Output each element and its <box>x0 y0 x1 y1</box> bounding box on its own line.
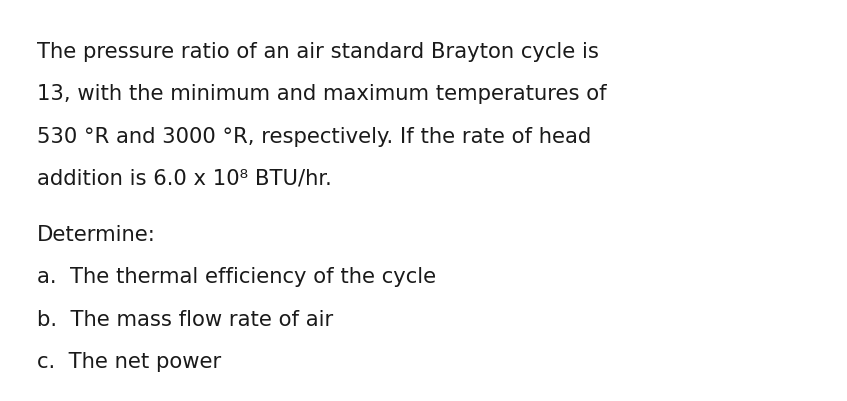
Text: a.  The thermal efficiency of the cycle: a. The thermal efficiency of the cycle <box>37 267 436 287</box>
Text: 13, with the minimum and maximum temperatures of: 13, with the minimum and maximum tempera… <box>37 84 607 104</box>
Text: addition is 6.0 x 10⁸ BTU/hr.: addition is 6.0 x 10⁸ BTU/hr. <box>37 168 332 188</box>
Text: The pressure ratio of an air standard Brayton cycle is: The pressure ratio of an air standard Br… <box>37 42 599 62</box>
Text: c.  The net power: c. The net power <box>37 351 222 371</box>
Text: Determine:: Determine: <box>37 225 156 245</box>
Text: b.  The mass flow rate of air: b. The mass flow rate of air <box>37 309 334 329</box>
Text: 530 °R and 3000 °R, respectively. If the rate of head: 530 °R and 3000 °R, respectively. If the… <box>37 126 591 146</box>
